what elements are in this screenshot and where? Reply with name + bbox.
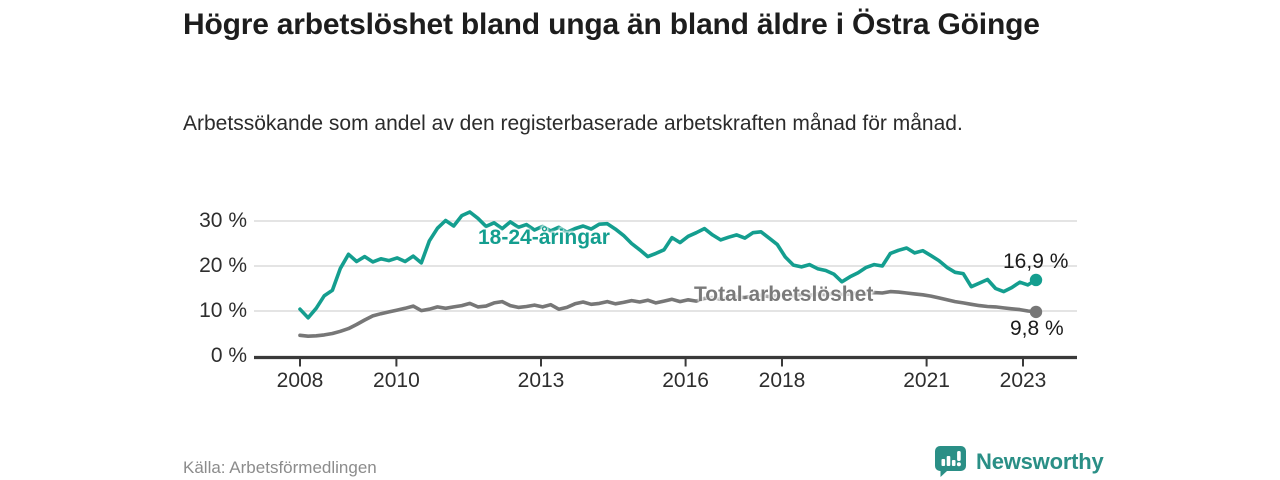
series-end-dot-1 (1029, 305, 1043, 319)
end-value-label-youth: 16,9 % (1003, 250, 1069, 273)
chart-subtitle: Arbetssökande som andel av den registerb… (183, 112, 963, 135)
series-end-dot-0 (1029, 273, 1043, 287)
chart-title: Högre arbetslöshet bland unga än bland ä… (183, 8, 1040, 41)
x-tick-label-2016: 2016 (662, 369, 709, 392)
series-label-total: Total arbetslöshet (694, 283, 874, 306)
series-label-youth: 18-24-åringar (478, 226, 610, 249)
x-tick-label-2008: 2008 (276, 369, 324, 392)
brand-name: Newsworthy (976, 448, 1104, 474)
x-tick-label-2023: 2023 (999, 369, 1047, 392)
x-tick-label-2010: 2010 (373, 369, 420, 392)
source-note: Källa: Arbetsförmedlingen (183, 458, 377, 477)
series-line-1 (298, 289, 1038, 339)
x-tick-label-2021: 2021 (903, 369, 950, 392)
y-tick-label-20: 20 % (199, 254, 247, 277)
series-line-0 (298, 210, 1038, 320)
brand-logo: Newsworthy (934, 445, 1104, 478)
y-tick-label-0: 0 % (210, 344, 247, 367)
y-tick-label-10: 10 % (199, 299, 247, 322)
newsworthy-logo-icon (934, 445, 968, 478)
x-tick-label-2013: 2013 (517, 369, 565, 392)
end-value-label-total: 9,8 % (1010, 317, 1064, 340)
x-tick-label-2018: 2018 (758, 369, 806, 392)
y-tick-label-30: 30 % (199, 209, 247, 232)
